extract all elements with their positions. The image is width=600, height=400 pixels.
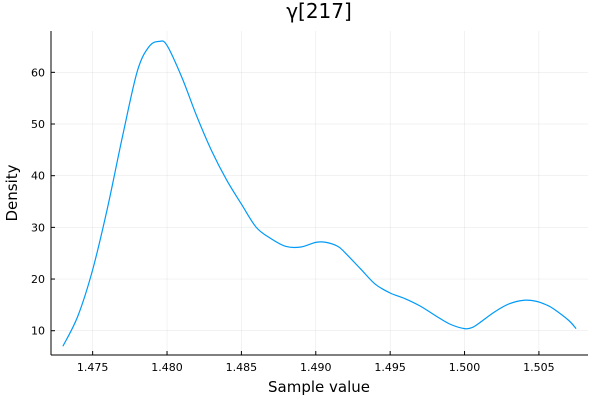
x-tick-label: 1.505 <box>523 361 555 374</box>
y-tick-label: 10 <box>31 325 45 338</box>
x-tick-label: 1.490 <box>300 361 332 374</box>
chart-title: γ[217] <box>286 0 352 23</box>
x-tick-label: 1.480 <box>151 361 183 374</box>
series-layer <box>62 40 577 347</box>
y-tick-label: 50 <box>31 118 45 131</box>
x-tick-label: 1.485 <box>226 361 258 374</box>
density-line <box>62 40 577 347</box>
x-axis-label: Sample value <box>268 378 370 396</box>
tick-layer: 1.475 1.480 1.485 1.490 1.495 1.500 1.505 10 20 3… <box>31 66 555 374</box>
x-tick-label: 1.500 <box>449 361 481 374</box>
grid-layer <box>51 31 588 355</box>
x-tick-label: 1.495 <box>374 361 406 374</box>
y-tick-label: 40 <box>31 170 45 183</box>
y-tick-label: 60 <box>31 66 45 79</box>
y-tick-label: 20 <box>31 273 45 286</box>
y-axis-label: Density <box>3 164 21 221</box>
axis-layer <box>50 31 588 356</box>
y-tick-label: 30 <box>31 221 45 234</box>
x-tick-label: 1.475 <box>77 361 109 374</box>
